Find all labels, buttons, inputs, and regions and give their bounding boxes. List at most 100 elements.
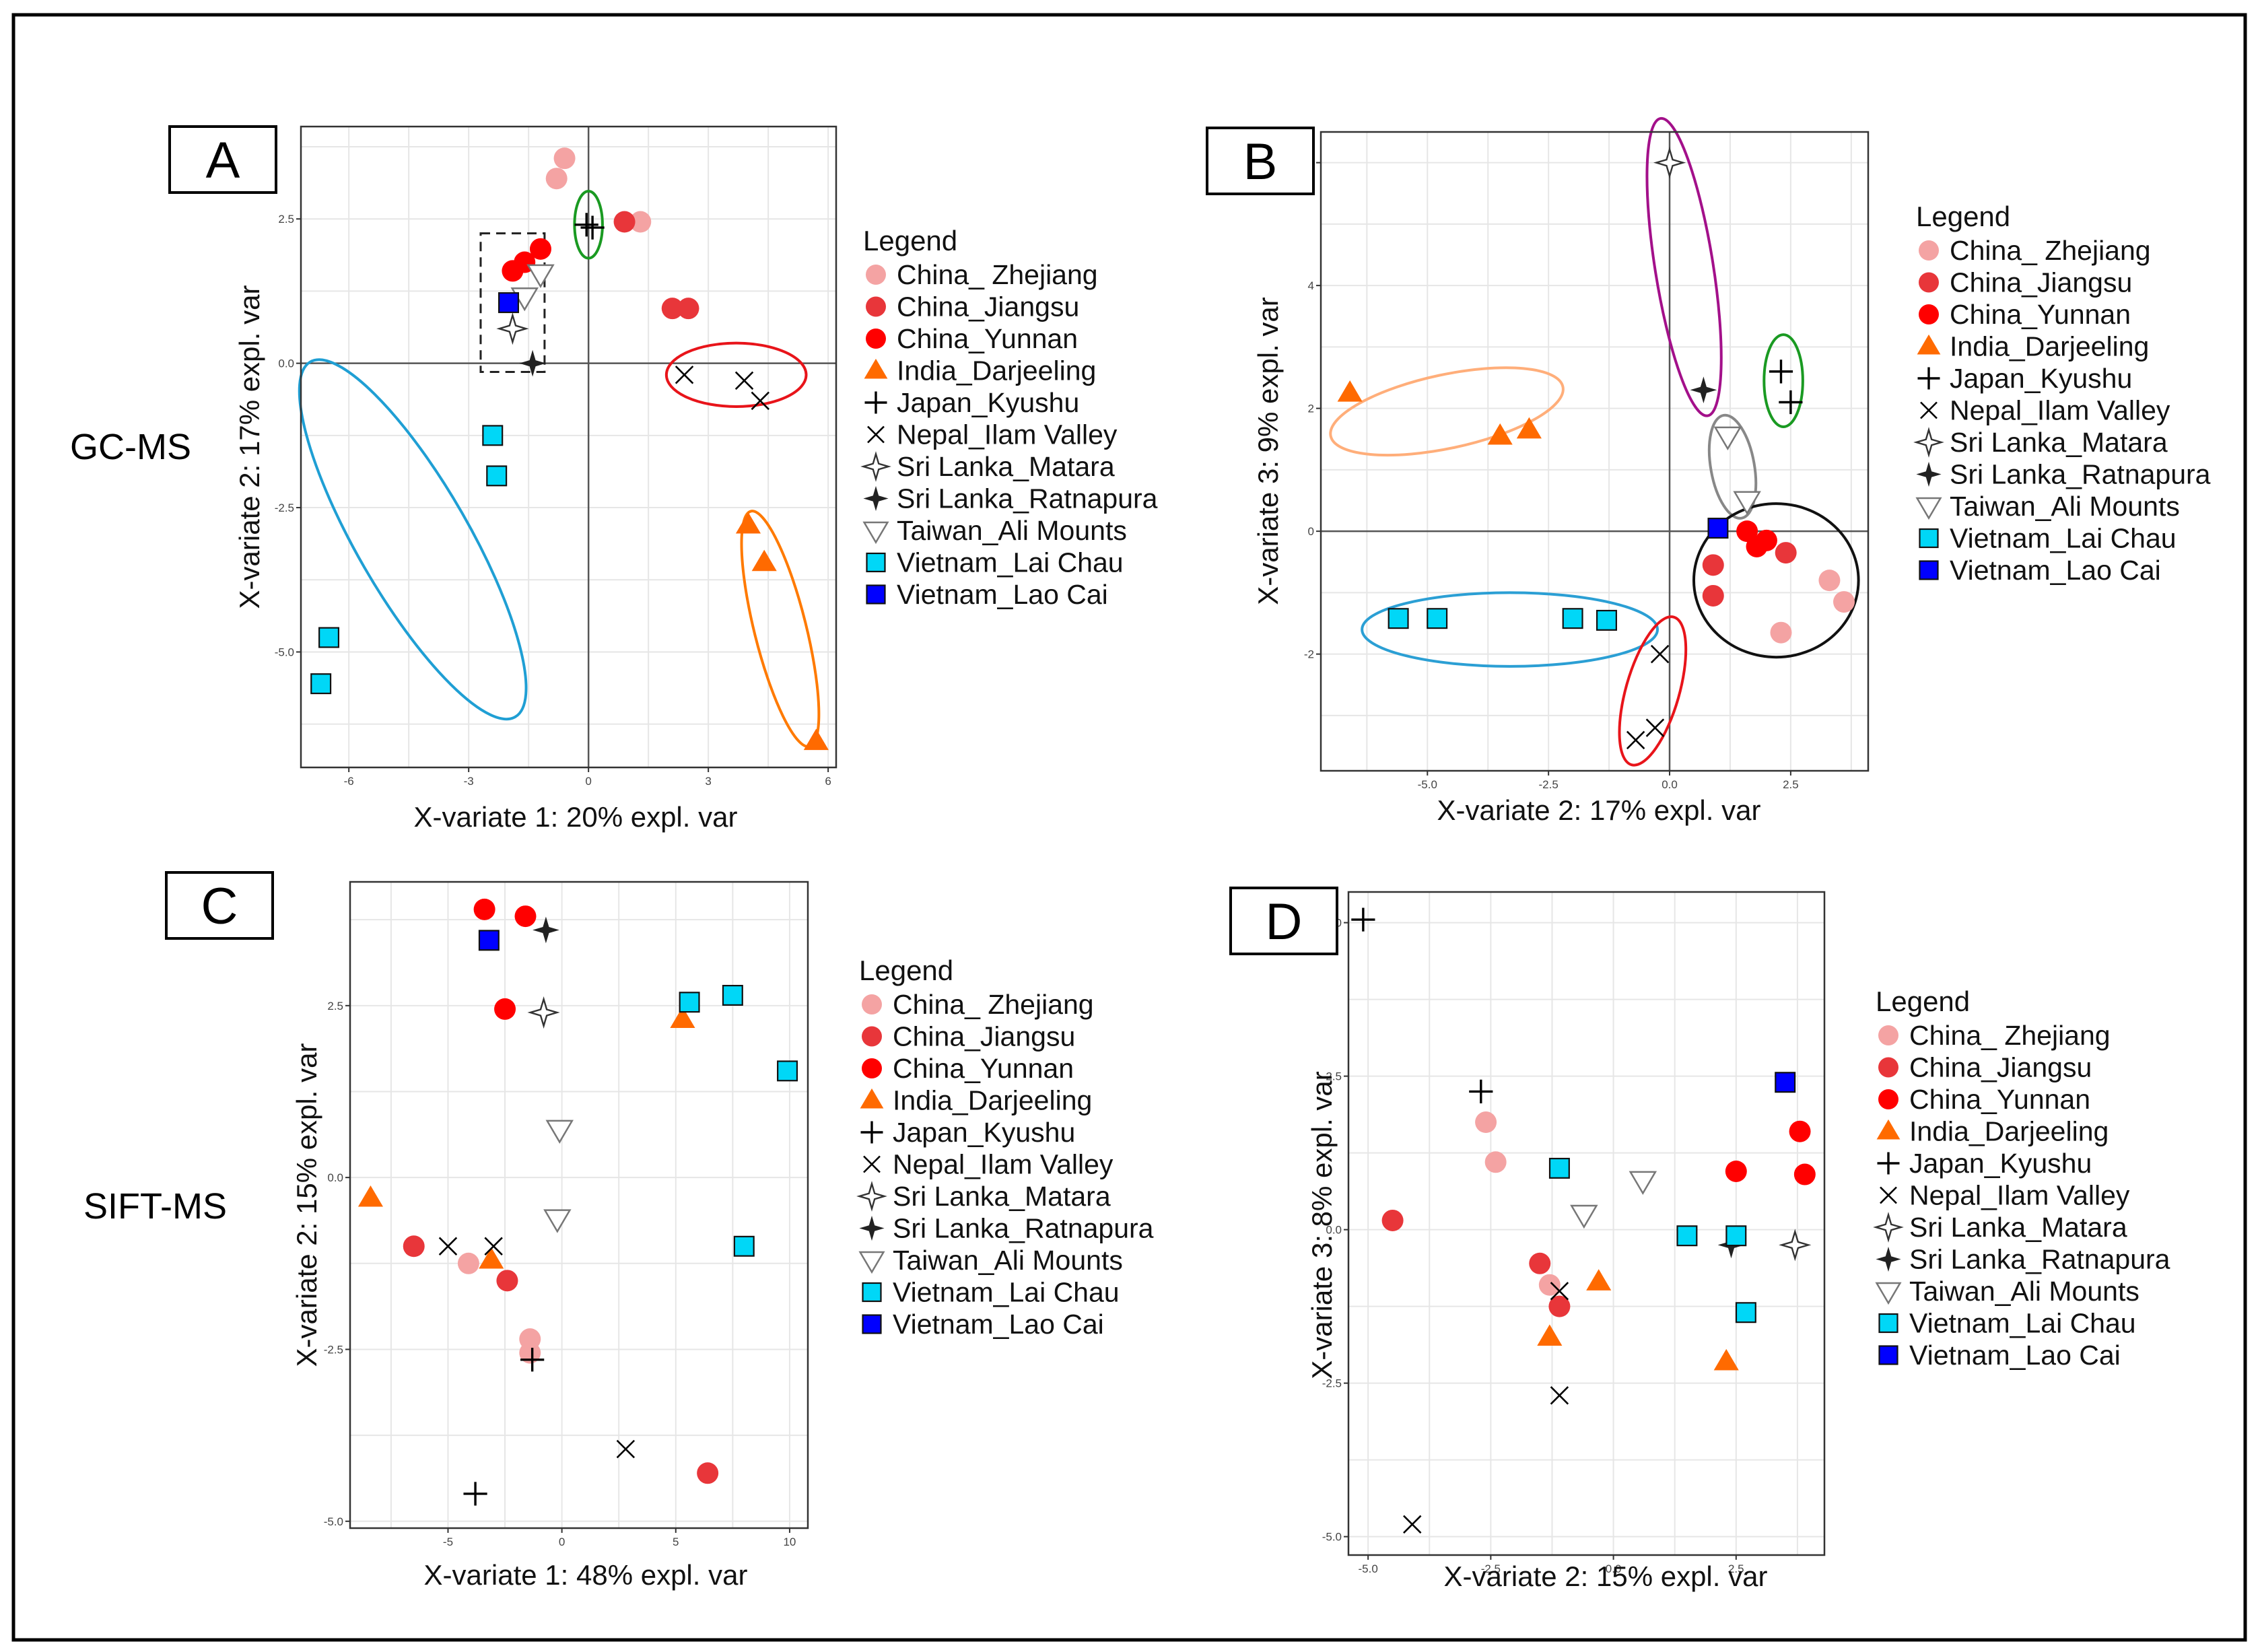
legend-marker bbox=[1877, 1152, 1900, 1175]
group-ellipse bbox=[1361, 591, 1659, 668]
y-tick-label: 2.5 bbox=[327, 1000, 343, 1012]
legend-item-label: Nepal_Ilam Valley bbox=[1950, 395, 2170, 426]
data-point bbox=[1702, 584, 1724, 607]
y-tick-label: 0.0 bbox=[1326, 1224, 1342, 1237]
data-point bbox=[519, 1342, 541, 1364]
legend-item-label: Sri Lanka_Ratnapura bbox=[893, 1213, 1154, 1244]
data-point bbox=[670, 1006, 695, 1029]
legend-item-label: Sri Lanka_Matara bbox=[893, 1181, 1111, 1212]
data-point bbox=[553, 147, 576, 170]
panel-label-box bbox=[1206, 127, 1315, 195]
y-tick-label: -2 bbox=[1304, 648, 1314, 661]
y-tick-label: -5.0 bbox=[275, 646, 294, 658]
data-point bbox=[1676, 1225, 1698, 1247]
panel-B: -5.0-2.50.02.5-20246X-variate 2: 17% exp… bbox=[1206, 116, 2211, 826]
legend-item-label: China_Yunnan bbox=[897, 323, 1078, 354]
data-point bbox=[1484, 1151, 1507, 1173]
data-point bbox=[520, 1348, 545, 1372]
legend-item-label: Nepal_Ilam Valley bbox=[893, 1149, 1114, 1180]
data-point bbox=[526, 264, 555, 289]
legend-item-label: China_ Zhejiang bbox=[1909, 1020, 2111, 1051]
data-point bbox=[1707, 518, 1729, 539]
x-tick-label: -2.5 bbox=[1481, 1562, 1501, 1575]
data-point bbox=[498, 292, 520, 314]
data-point bbox=[318, 627, 340, 648]
legend-item-label: Vietnam_Lao Cai bbox=[1950, 555, 2161, 586]
data-point bbox=[357, 1185, 384, 1207]
legend-item-label: Taiwan_Ali Mounts bbox=[1950, 491, 2180, 522]
data-point bbox=[751, 391, 769, 411]
legend-item-label: Japan_Kyushu bbox=[1950, 363, 2132, 394]
group-ellipse bbox=[1618, 615, 1688, 767]
plot-frame bbox=[349, 881, 809, 1529]
x-tick-label: -5.0 bbox=[1359, 1562, 1378, 1575]
data-point bbox=[697, 1462, 719, 1484]
panel-label: D bbox=[1266, 893, 1303, 951]
data-point bbox=[735, 512, 761, 534]
y-tick-label: 2.5 bbox=[278, 213, 294, 226]
y-tick-label: 2.5 bbox=[1326, 1070, 1342, 1083]
panel-label: B bbox=[1243, 133, 1278, 191]
data-point bbox=[1779, 390, 1803, 415]
data-point bbox=[1550, 1386, 1569, 1405]
legend-item-label: India_Darjeeling bbox=[893, 1085, 1092, 1116]
legend-marker bbox=[1913, 427, 1944, 458]
x-axis-label: X-variate 2: 17% expl. var bbox=[1437, 794, 1761, 826]
legend-item-label: China_ Zhejiang bbox=[897, 259, 1098, 290]
data-point bbox=[514, 905, 537, 928]
data-point bbox=[734, 371, 754, 390]
legend-marker bbox=[866, 552, 886, 573]
data-point bbox=[543, 1209, 572, 1233]
data-point bbox=[1713, 1348, 1739, 1371]
data-point bbox=[1690, 376, 1717, 404]
data-point bbox=[1337, 380, 1363, 402]
grid bbox=[350, 882, 808, 1528]
legend-marker bbox=[1880, 1186, 1897, 1204]
data-point bbox=[463, 1482, 487, 1506]
data-point bbox=[1570, 1204, 1598, 1229]
legend-item-label: Sri Lanka_Matara bbox=[1909, 1212, 2127, 1243]
data-point bbox=[1548, 1157, 1570, 1179]
x-tick-label: 6 bbox=[825, 775, 831, 788]
data-point bbox=[1725, 1225, 1747, 1247]
data-point bbox=[545, 168, 568, 190]
legend-marker bbox=[859, 1215, 885, 1241]
data-point bbox=[629, 211, 652, 233]
x-tick-label: 2.5 bbox=[1783, 778, 1799, 791]
x-tick-label: 2.5 bbox=[1728, 1562, 1744, 1575]
data-point bbox=[1725, 1160, 1747, 1182]
legend-marker bbox=[1916, 461, 1942, 487]
legend-item-label: India_Darjeeling bbox=[1909, 1116, 2109, 1147]
x-tick-label: 0.0 bbox=[1662, 778, 1678, 791]
legend-item-label: China_ Zhejiang bbox=[1950, 235, 2151, 266]
data-point bbox=[574, 213, 598, 237]
group-ellipse bbox=[298, 358, 528, 721]
x-tick-label: 0 bbox=[585, 775, 591, 788]
legend-item-label: China_Jiangsu bbox=[1950, 267, 2132, 298]
legend-item-label: Taiwan_Ali Mounts bbox=[897, 515, 1127, 546]
data-point bbox=[1487, 423, 1513, 445]
legend-marker bbox=[1915, 497, 1942, 520]
legend-marker bbox=[866, 329, 886, 349]
legend-marker bbox=[1876, 1246, 1901, 1272]
legend-marker bbox=[860, 451, 891, 482]
panel-label: C bbox=[201, 878, 238, 935]
legend-item-label: Vietnam_Lai Chau bbox=[1909, 1308, 2136, 1339]
data-point bbox=[1733, 491, 1761, 515]
data-point bbox=[580, 215, 605, 240]
data-point bbox=[1779, 1229, 1812, 1262]
legend-item-label: Sri Lanka_Matara bbox=[897, 451, 1115, 482]
y-tick-label: 4 bbox=[1308, 279, 1314, 292]
legend-marker bbox=[1878, 1025, 1898, 1045]
data-point bbox=[1381, 1209, 1404, 1231]
data-point bbox=[1596, 609, 1617, 631]
data-point bbox=[1653, 146, 1686, 179]
legend-item-label: India_Darjeeling bbox=[897, 355, 1096, 386]
legend-marker bbox=[1878, 1057, 1898, 1078]
legend-marker bbox=[867, 425, 885, 444]
legend-item-label: Japan_Kyushu bbox=[893, 1117, 1075, 1148]
x-axis-label: X-variate 1: 48% expl. var bbox=[424, 1559, 748, 1591]
x-axis-label: X-variate 1: 20% expl. var bbox=[414, 801, 738, 833]
legend-marker bbox=[856, 1181, 887, 1212]
